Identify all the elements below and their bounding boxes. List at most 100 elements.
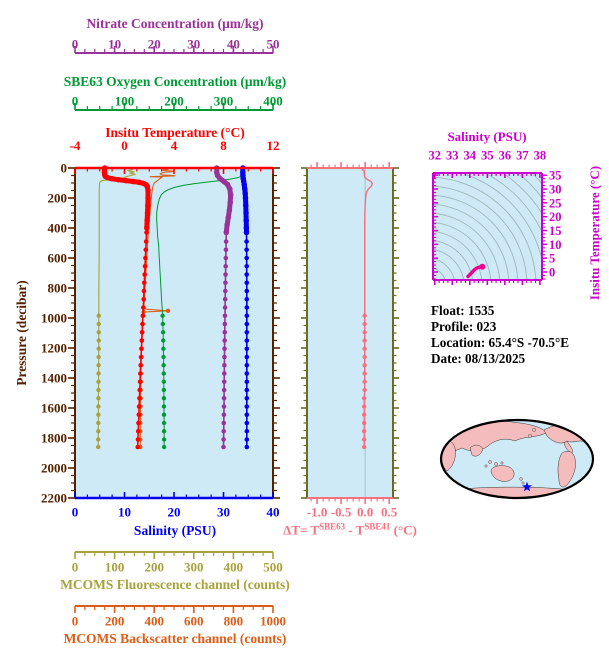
tick-label: -4: [70, 138, 81, 153]
oxygen-profile-series: [156, 168, 244, 450]
tick-label: 1800: [41, 431, 67, 446]
delta-t-label-sup2: SBE41: [364, 521, 391, 532]
nitrate-axis-title: Nitrate Concentration (μm/kg): [86, 16, 264, 31]
world-map: [439, 418, 595, 500]
tick-label: 600: [48, 251, 68, 266]
tick-label: 400: [144, 614, 164, 629]
float-location-marker: [522, 481, 532, 492]
tick-label: 5: [549, 252, 555, 266]
salinity-profile-series: [240, 165, 250, 450]
tick-label: 8: [220, 138, 227, 153]
delta-t-label-part3: (°C): [390, 522, 417, 538]
tick-label: 12: [267, 138, 280, 153]
ts-salinity-axis-title: Salinity (PSU): [447, 129, 527, 144]
tick-label: 0: [549, 265, 555, 279]
tick-label: 40: [227, 37, 240, 52]
tick-label: 50: [267, 37, 280, 52]
tick-label: 20: [168, 505, 181, 520]
delta-t-series: [361, 167, 373, 450]
oxygen-axis-title: SBE63 Oxygen Concentration (μm/kg): [63, 74, 287, 89]
tick-label: 37: [516, 149, 529, 163]
tick-label: 600: [184, 614, 204, 629]
tick-label: 400: [263, 94, 283, 109]
tick-label: 10: [108, 37, 121, 52]
tick-label: 0.0: [357, 505, 373, 520]
date-line: Date: 08/13/2025: [431, 351, 526, 366]
tick-label: -0.5: [331, 505, 352, 520]
tick-label: 36: [499, 149, 512, 163]
tick-label: 0: [72, 560, 79, 575]
tick-label: 1600: [41, 401, 67, 416]
tick-label: 34: [464, 149, 477, 163]
tick-label: 500: [263, 560, 283, 575]
main-panel-axes: [68, 166, 280, 500]
tick-label: -1.0: [307, 505, 328, 520]
main-profile-panel: [75, 165, 273, 498]
tick-label: 25: [549, 196, 562, 210]
salinity-tick-labels: 0 10 20 30 40: [72, 505, 280, 520]
tick-label: 40: [267, 505, 280, 520]
delta-t-label-sup1: SBE63: [319, 521, 346, 532]
float-info-block: Float: 1535 Profile: 023 Location: 65.4°…: [431, 303, 569, 367]
tick-label: 0: [121, 138, 128, 153]
tick-label: 0: [61, 161, 68, 176]
tick-label: 400: [224, 560, 244, 575]
oxygen-scale-bar: 0 100 200 300 400: [72, 94, 283, 111]
tick-label: 400: [48, 221, 68, 236]
tick-label: 200: [105, 614, 125, 629]
float-id-line: Float: 1535: [431, 303, 495, 318]
tick-label: 0: [72, 614, 79, 629]
fluorescence-profile-series: [96, 167, 136, 450]
tick-label: 30: [217, 505, 230, 520]
nitrate-scale-bar: 0 10 20 30 40 50: [72, 37, 280, 54]
tick-label: 30: [187, 37, 200, 52]
tick-label: 200: [144, 560, 164, 575]
tick-label: 200: [164, 94, 184, 109]
tick-label: 4: [171, 138, 178, 153]
tick-label: 20: [549, 210, 562, 224]
tick-label: 35: [549, 169, 562, 183]
delta-t-label-part1: ΔT= T: [283, 522, 320, 538]
tick-label: 10: [549, 238, 562, 252]
tick-label: 30: [549, 183, 562, 197]
tick-label: 2200: [41, 491, 67, 506]
delta-t-tick-labels: -1.0 -0.5 0.0 0.5: [307, 505, 398, 520]
tick-label: 38: [534, 149, 547, 163]
tick-label: 1400: [41, 371, 67, 386]
pressure-axis-title: Pressure (decibar): [14, 280, 29, 386]
tick-label: 200: [48, 191, 68, 206]
tick-label: 100: [105, 560, 125, 575]
delta-t-axis-title: ΔT= TSBE63 - TSBE41 (°C): [283, 521, 417, 538]
fluorescence-scale-bar: 0 100 200 300 400 500: [72, 551, 283, 575]
tick-label: 100: [115, 94, 135, 109]
tick-label: 0: [72, 37, 79, 52]
tick-label: 0: [72, 505, 79, 520]
tick-label: 1000: [260, 614, 286, 629]
tick-label: 10: [118, 505, 131, 520]
tick-label: 20: [148, 37, 161, 52]
nitrate-profile-series: [214, 165, 234, 450]
salinity-axis-title: Salinity (PSU): [133, 523, 217, 538]
tick-label: 15: [549, 224, 562, 238]
ts-profile-curve: [466, 263, 486, 279]
tick-label: 0: [72, 94, 79, 109]
fluorescence-axis-title: MCOMS Fluorescence channel (counts): [60, 577, 290, 592]
tick-label: 300: [214, 94, 234, 109]
ts-salinity-tick-labels: 32 33 34 35 36 37 38: [429, 149, 547, 163]
tick-label: 800: [48, 281, 68, 296]
temperature-profile-series: [101, 165, 151, 450]
tick-label: 1000: [41, 311, 67, 326]
tick-label: 32: [429, 149, 442, 163]
pressure-tick-labels: 0 200 400 600 800 1000 1200 1400 1600 1800 2000 220…: [41, 161, 67, 506]
delta-t-label-part2: - T: [345, 522, 365, 538]
tick-label: 300: [184, 560, 204, 575]
tick-label: 33: [446, 149, 459, 163]
temperature-axis-title: Insitu Temperature (°C): [105, 125, 245, 140]
backscatter-axis-title: MCOMS Backscatter channel (counts): [63, 631, 287, 646]
delta-t-panel: [301, 162, 399, 504]
ts-temperature-axis-title: Insitu Temperature (°C): [587, 165, 602, 301]
location-line: Location: 65.4°S -70.5°E: [431, 335, 570, 350]
